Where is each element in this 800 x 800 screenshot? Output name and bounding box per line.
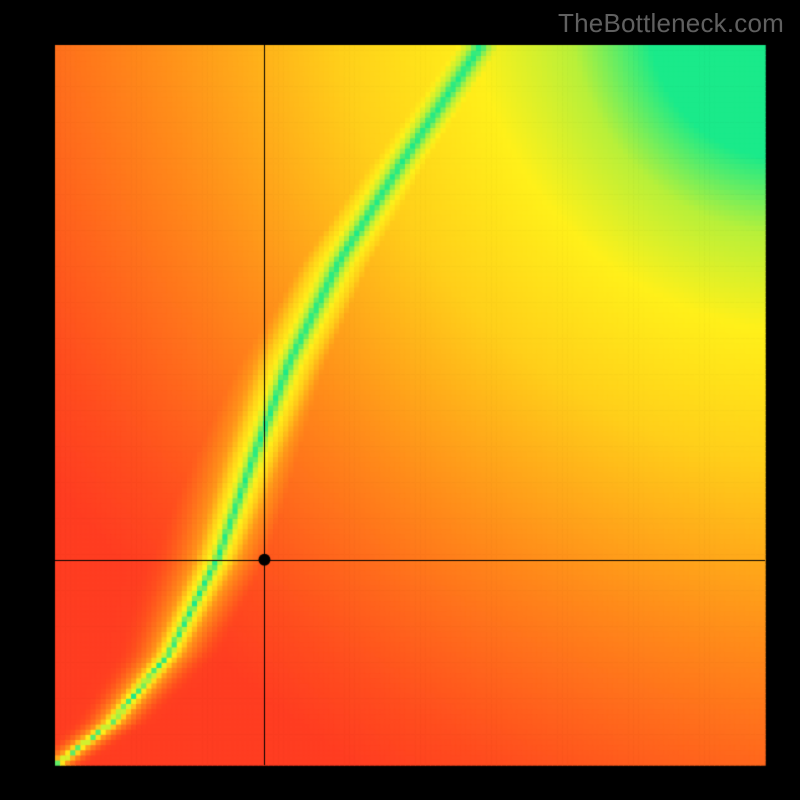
chart-container: TheBottleneck.com bbox=[0, 0, 800, 800]
watermark-text: TheBottleneck.com bbox=[558, 8, 784, 39]
heatmap-canvas bbox=[0, 0, 800, 800]
